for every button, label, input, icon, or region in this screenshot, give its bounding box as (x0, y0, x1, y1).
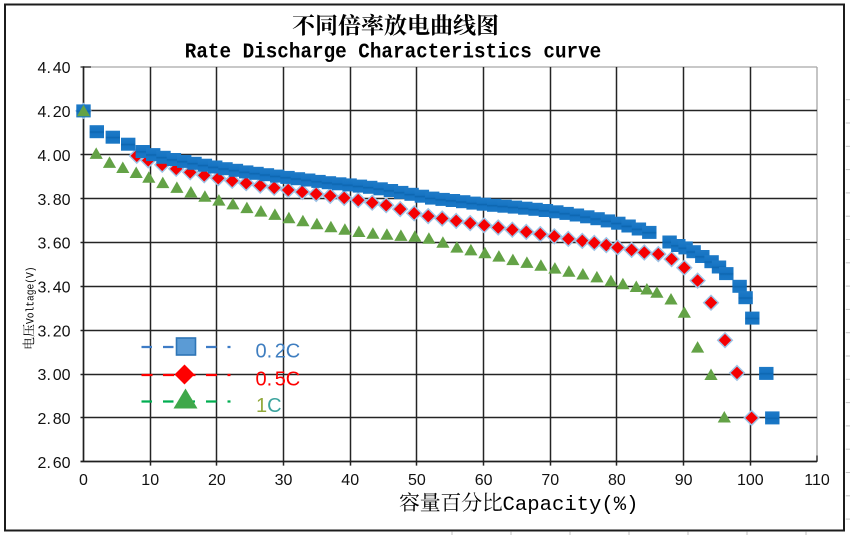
svg-text:3.60: 3. 60 (38, 236, 71, 253)
svg-text:1C: 1C (256, 395, 282, 417)
svg-text:4.40: 4. 40 (38, 60, 71, 77)
svg-text:60: 60 (475, 472, 493, 489)
svg-text:50: 50 (408, 472, 426, 489)
svg-text:4.20: 4. 20 (38, 104, 71, 121)
svg-text:2.60: 2. 60 (38, 455, 71, 472)
svg-text:2.80: 2. 80 (38, 411, 71, 428)
svg-text:0.5C: 0. 5C (256, 369, 301, 391)
svg-text:Capacity(%): Capacity(%) (503, 494, 639, 517)
svg-text:70: 70 (541, 472, 559, 489)
svg-text:3.20: 3. 20 (38, 323, 71, 340)
svg-text:30: 30 (275, 472, 293, 489)
svg-text:3.40: 3. 40 (38, 280, 71, 297)
svg-text:20: 20 (208, 472, 226, 489)
svg-text:Rate Discharge Characteristics: Rate Discharge Characteristics curve (185, 41, 602, 65)
svg-text:10: 10 (141, 472, 159, 489)
svg-text:90: 90 (675, 472, 693, 489)
svg-text:80: 80 (608, 472, 626, 489)
svg-text:100: 100 (737, 472, 764, 489)
svg-text:Voltage(V): Voltage(V) (26, 267, 38, 325)
svg-text:3.00: 3. 00 (38, 367, 71, 384)
svg-text:110: 110 (804, 472, 830, 489)
svg-text:40: 40 (341, 472, 359, 489)
svg-text:0.2C: 0. 2C (256, 341, 301, 363)
svg-text:0: 0 (79, 472, 88, 489)
svg-text:4.00: 4. 00 (38, 148, 71, 165)
svg-text:3.80: 3. 80 (38, 192, 71, 209)
